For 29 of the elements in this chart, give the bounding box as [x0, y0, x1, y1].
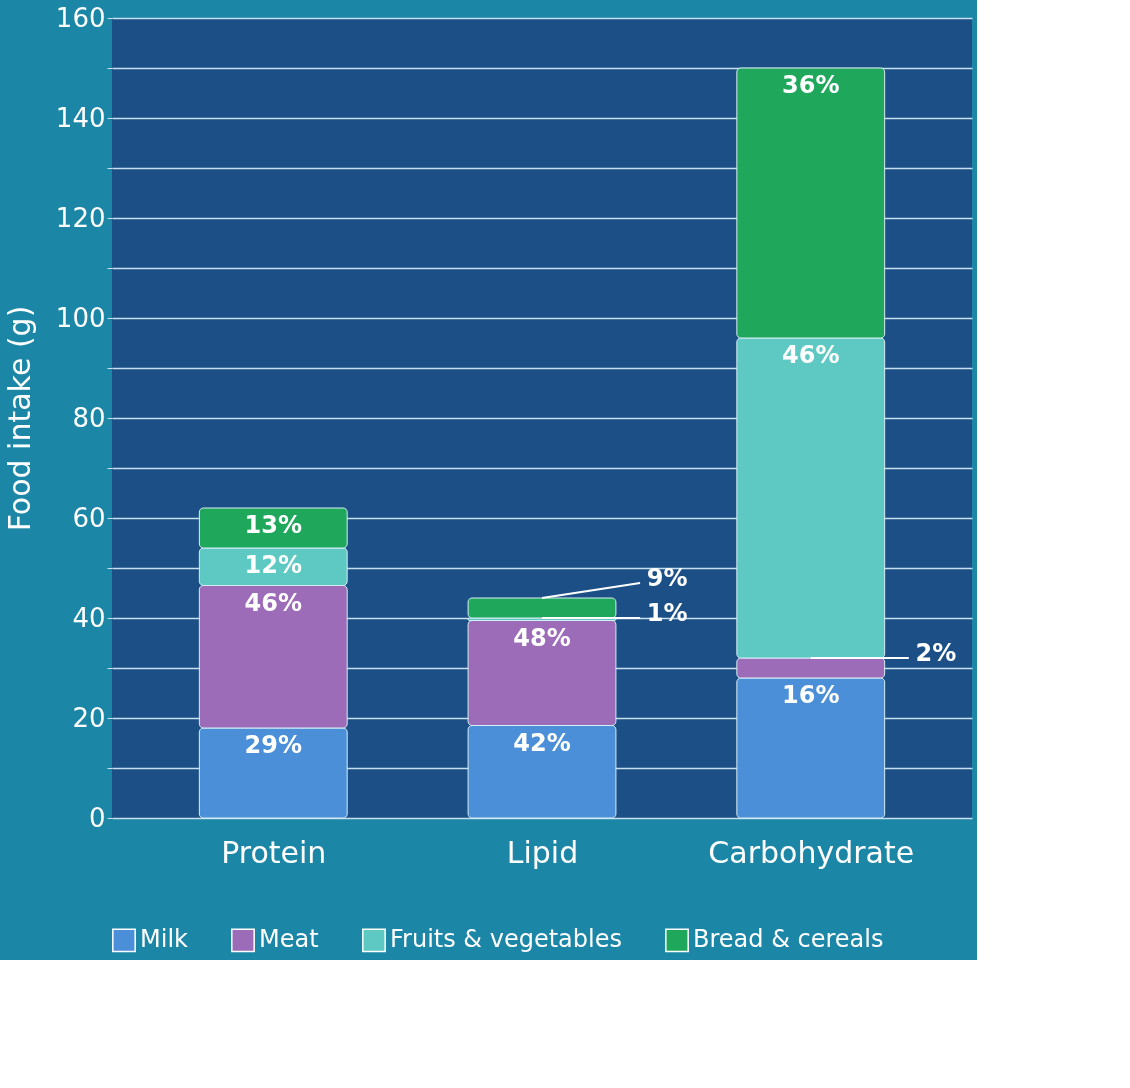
legend-label: Fruits & vegetables [390, 925, 622, 954]
y-tick-label: 60 [72, 502, 106, 533]
y-tick-label: 140 [55, 102, 106, 133]
annotation: 16% [782, 681, 840, 709]
annotation: 42% [513, 728, 571, 757]
x-tick-label: Carbohydrate [708, 834, 915, 870]
annotation: 48% [513, 623, 571, 652]
annotation: 13% [244, 511, 302, 539]
x-tick-label: Protein [221, 834, 327, 870]
y-tick-label: 160 [55, 2, 106, 33]
y-tick-label: 100 [55, 302, 106, 333]
y-tick-label: 120 [55, 202, 106, 233]
annotation: 36% [782, 71, 840, 99]
y-tick-label: 80 [72, 402, 106, 433]
annotation: 12% [244, 551, 302, 579]
annotation: 46% [244, 588, 302, 617]
bar [467, 597, 617, 619]
y-axis-title: Food intake (g) [1, 305, 37, 532]
y-tick-label: 0 [88, 802, 106, 833]
y-tick-label: 20 [72, 702, 106, 733]
y-tick-label: 40 [72, 602, 106, 633]
annotation: 2% [915, 639, 957, 667]
legend-label: Bread & cereals [693, 925, 884, 954]
legend-label: Milk [140, 925, 189, 954]
x-tick-label: Lipid [506, 834, 579, 870]
legend-label: Meat [259, 925, 319, 954]
annotation: 9% [646, 564, 688, 592]
annotation: 29% [244, 731, 302, 759]
annotation: 46% [782, 341, 840, 369]
